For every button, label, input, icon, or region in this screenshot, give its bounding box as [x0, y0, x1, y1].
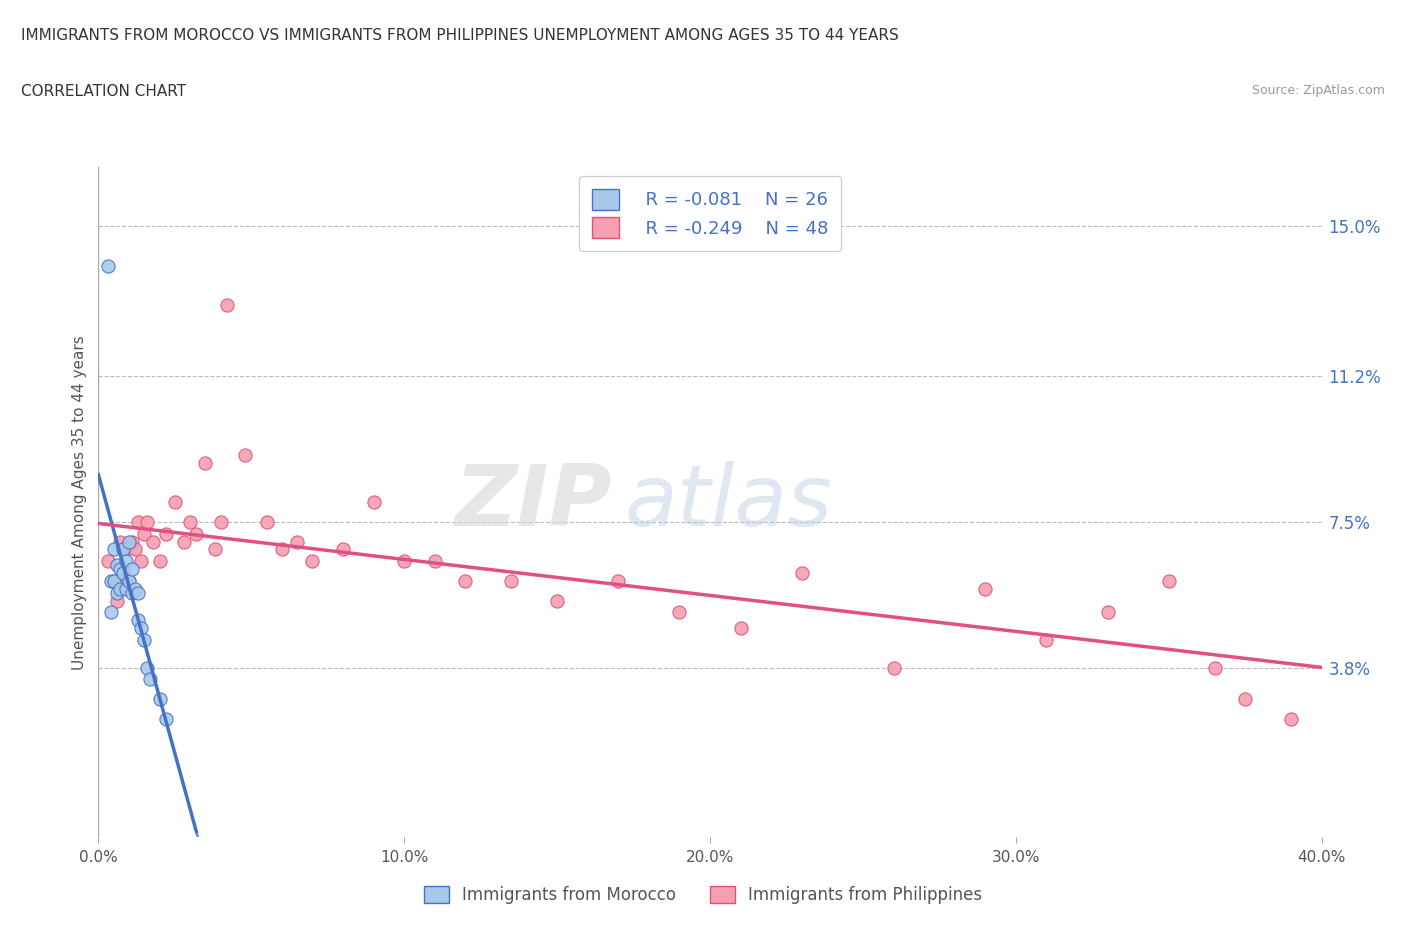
Text: atlas: atlas: [624, 460, 832, 544]
Point: [1157, 574, 1180, 589]
Point: [142, 534, 165, 549]
Point: [1234, 692, 1257, 707]
Point: [546, 593, 568, 608]
Point: [256, 514, 278, 529]
Point: [270, 542, 292, 557]
Point: [124, 581, 146, 596]
Point: [790, 565, 813, 580]
Point: [115, 554, 138, 569]
Point: [108, 581, 131, 596]
Text: Source: ZipAtlas.com: Source: ZipAtlas.com: [1251, 84, 1385, 97]
Point: [111, 565, 134, 580]
Legend:   R = -0.081    N = 26,   R = -0.249    N = 48: R = -0.081 N = 26, R = -0.249 N = 48: [579, 177, 841, 251]
Point: [363, 495, 385, 510]
Point: [121, 585, 143, 600]
Point: [173, 534, 195, 549]
Point: [155, 711, 177, 726]
Point: [121, 562, 143, 577]
Point: [136, 660, 159, 675]
Point: [118, 574, 141, 589]
Text: CORRELATION CHART: CORRELATION CHART: [21, 84, 186, 99]
Point: [103, 574, 125, 589]
Point: [111, 542, 134, 557]
Point: [155, 526, 177, 541]
Point: [454, 574, 477, 589]
Point: [301, 554, 323, 569]
Point: [730, 621, 752, 636]
Point: [149, 554, 172, 569]
Point: [134, 526, 156, 541]
Point: [115, 542, 138, 557]
Point: [501, 574, 523, 589]
Point: [127, 585, 149, 600]
Point: [139, 672, 162, 687]
Point: [179, 514, 201, 529]
Point: [124, 542, 146, 557]
Point: [100, 574, 122, 589]
Point: [186, 526, 208, 541]
Point: [974, 581, 997, 596]
Point: [97, 554, 120, 569]
Point: [607, 574, 630, 589]
Point: [105, 558, 128, 573]
Point: [668, 605, 690, 620]
Point: [209, 514, 232, 529]
Point: [204, 542, 226, 557]
Point: [111, 565, 134, 580]
Text: IMMIGRANTS FROM MOROCCO VS IMMIGRANTS FROM PHILIPPINES UNEMPLOYMENT AMONG AGES 3: IMMIGRANTS FROM MOROCCO VS IMMIGRANTS FR…: [21, 28, 898, 43]
Text: ZIP: ZIP: [454, 460, 612, 544]
Point: [883, 660, 905, 675]
Point: [115, 581, 138, 596]
Point: [149, 692, 172, 707]
Point: [105, 585, 128, 600]
Y-axis label: Unemployment Among Ages 35 to 44 years: Unemployment Among Ages 35 to 44 years: [72, 335, 87, 670]
Point: [1279, 711, 1302, 726]
Point: [332, 542, 354, 557]
Point: [1097, 605, 1119, 620]
Point: [392, 554, 416, 569]
Point: [129, 554, 152, 569]
Point: [118, 534, 141, 549]
Legend: Immigrants from Morocco, Immigrants from Philippines: Immigrants from Morocco, Immigrants from…: [416, 878, 990, 912]
Point: [423, 554, 446, 569]
Point: [103, 542, 125, 557]
Point: [108, 562, 131, 577]
Point: [194, 456, 217, 471]
Point: [97, 259, 120, 273]
Point: [127, 613, 149, 628]
Point: [103, 574, 125, 589]
Point: [118, 574, 141, 589]
Point: [285, 534, 308, 549]
Point: [1204, 660, 1226, 675]
Point: [127, 514, 149, 529]
Point: [121, 534, 143, 549]
Point: [1035, 632, 1057, 647]
Point: [129, 621, 152, 636]
Point: [105, 593, 128, 608]
Point: [215, 298, 238, 312]
Point: [233, 447, 256, 462]
Point: [136, 514, 159, 529]
Point: [108, 534, 131, 549]
Point: [163, 495, 186, 510]
Point: [100, 605, 122, 620]
Point: [134, 632, 156, 647]
